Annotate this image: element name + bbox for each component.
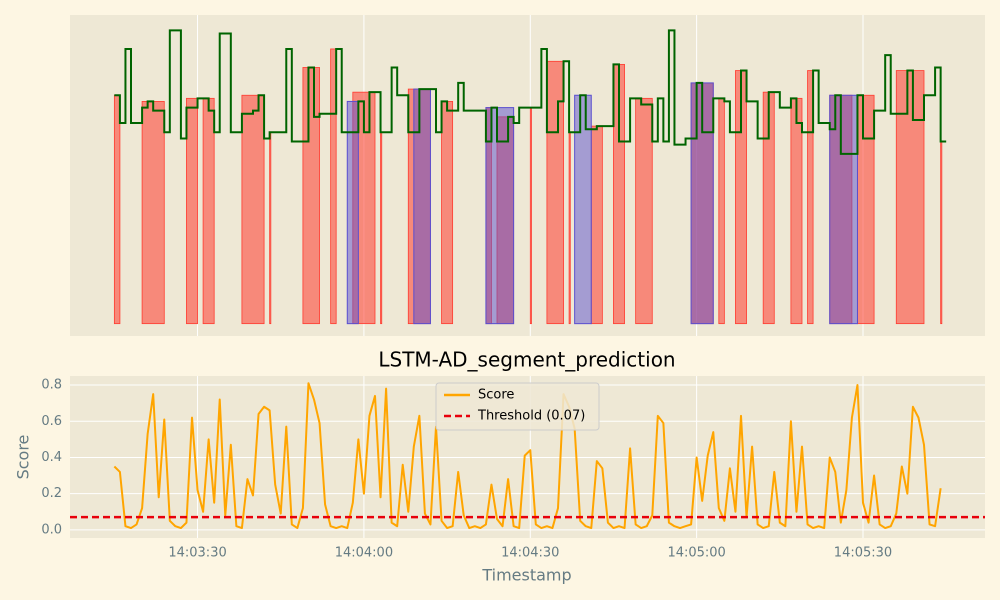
anomaly-span <box>718 97 725 325</box>
anomaly-span <box>241 94 265 325</box>
anomaly-span <box>141 101 165 325</box>
score-line <box>113 382 942 530</box>
anomaly-span <box>113 94 121 325</box>
anomaly-span <box>790 97 803 325</box>
predicted-segment <box>413 88 431 325</box>
anomaly-span <box>895 70 925 325</box>
x-tick-label: 14:05:00 <box>667 546 725 561</box>
anomaly-span <box>269 131 272 325</box>
anomaly-span <box>568 131 571 325</box>
x-tick-label: 14:05:30 <box>834 546 892 561</box>
anomaly-span <box>441 101 454 325</box>
anomaly-span <box>940 141 943 325</box>
anomaly-span <box>302 67 320 325</box>
predicted-segment <box>485 107 515 325</box>
anomaly-span <box>202 97 215 325</box>
legend-label: Score <box>478 388 514 403</box>
y-tick-label: 0.8 <box>41 378 62 393</box>
y-tick-label: 0.2 <box>41 486 62 501</box>
y-axis-label: Score <box>14 435 33 480</box>
y-tick-label: 0.4 <box>41 450 62 465</box>
x-tick-label: 14:03:30 <box>168 546 226 561</box>
chart-title: LSTM-AD_segment_prediction <box>378 348 675 372</box>
x-tick-label: 14:04:00 <box>335 546 393 561</box>
anomaly-span <box>380 131 383 325</box>
predicted-segment <box>346 100 359 325</box>
predicted-segment <box>829 94 858 325</box>
legend-box <box>435 382 600 431</box>
anomaly-span <box>635 97 653 325</box>
x-axis-label: Timestamp <box>481 566 571 585</box>
x-tick-label: 14:04:30 <box>501 546 559 561</box>
anomaly-span <box>857 94 875 325</box>
anomaly-span <box>546 60 564 325</box>
anomaly-span <box>529 107 532 325</box>
anomaly-span <box>186 97 198 325</box>
anomaly-span <box>590 125 603 325</box>
anomaly-span <box>330 48 337 325</box>
anomaly-span <box>807 70 814 325</box>
y-tick-label: 0.6 <box>41 414 62 429</box>
y-tick-label: 0.0 <box>41 522 62 537</box>
legend-label: Threshold (0.07) <box>477 409 585 424</box>
step-line <box>114 29 947 155</box>
